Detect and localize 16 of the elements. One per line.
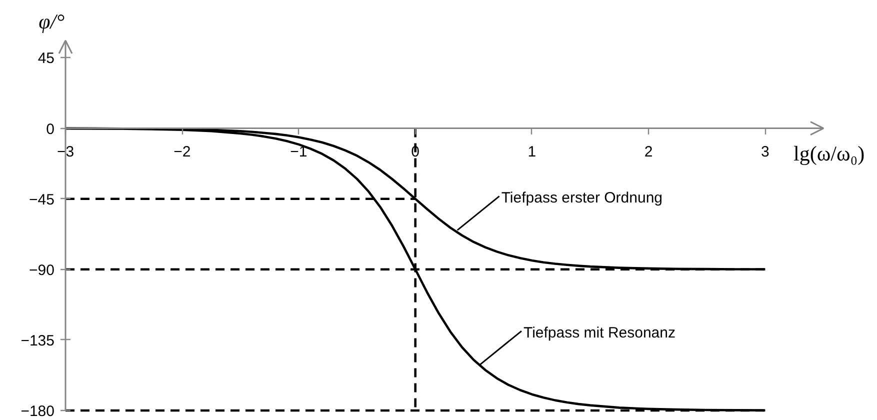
annotation: Tiefpass mit Resonanz (523, 324, 676, 342)
x-tick-label: −3 (56, 143, 74, 160)
y-tick-label: −90 (29, 262, 55, 279)
x-tick-label: −1 (290, 143, 308, 160)
y-tick-label: −45 (29, 191, 55, 208)
x-tick-label: 3 (761, 143, 770, 160)
x-tick-label: 2 (644, 143, 653, 160)
x-tick-label: −2 (174, 143, 191, 160)
y-tick-label: −135 (20, 332, 55, 350)
y-tick-label: 45 (38, 50, 55, 68)
y-tick-label: −180 (20, 403, 55, 420)
y-axis-title: φ/° (38, 10, 66, 34)
x-tick-label: 1 (528, 143, 536, 160)
x-axis-title: lg(ω/ω₀) (794, 141, 865, 166)
y-tick-label: 0 (46, 120, 54, 138)
annotation: Tiefpass erster Ordnung (501, 190, 663, 207)
